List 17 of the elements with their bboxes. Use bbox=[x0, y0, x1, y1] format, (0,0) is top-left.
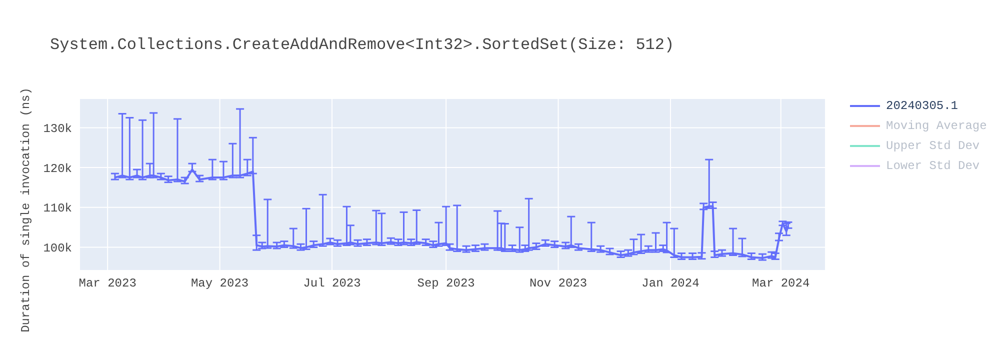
x-tick-label: Mar 2024 bbox=[752, 276, 810, 291]
x-tick-label: Mar 2023 bbox=[78, 276, 136, 291]
x-tick-label: Jul 2023 bbox=[303, 276, 361, 291]
x-tick-label: Jan 2024 bbox=[642, 276, 700, 291]
x-tick-label: Nov 2023 bbox=[529, 276, 588, 291]
x-tick-label: Sep 2023 bbox=[417, 276, 475, 291]
y-tick-label: 130k bbox=[43, 122, 72, 136]
y-tick-label: 120k bbox=[43, 162, 72, 176]
legend-label: Upper Std Dev bbox=[886, 139, 980, 153]
legend-label: Lower Std Dev bbox=[886, 159, 980, 173]
y-axis-title: Duration of single invocation (ns) bbox=[19, 88, 33, 332]
y-tick-label: 100k bbox=[43, 242, 72, 256]
legend-label: 20240305.1 bbox=[886, 99, 958, 113]
legend-label: Moving Average bbox=[886, 119, 987, 133]
chart-title: System.Collections.CreateAddAndRemove<Int32>.SortedSet(Size: 512) bbox=[50, 36, 674, 54]
x-tick-label: May 2023 bbox=[191, 276, 249, 291]
y-tick-label: 110k bbox=[43, 202, 72, 216]
